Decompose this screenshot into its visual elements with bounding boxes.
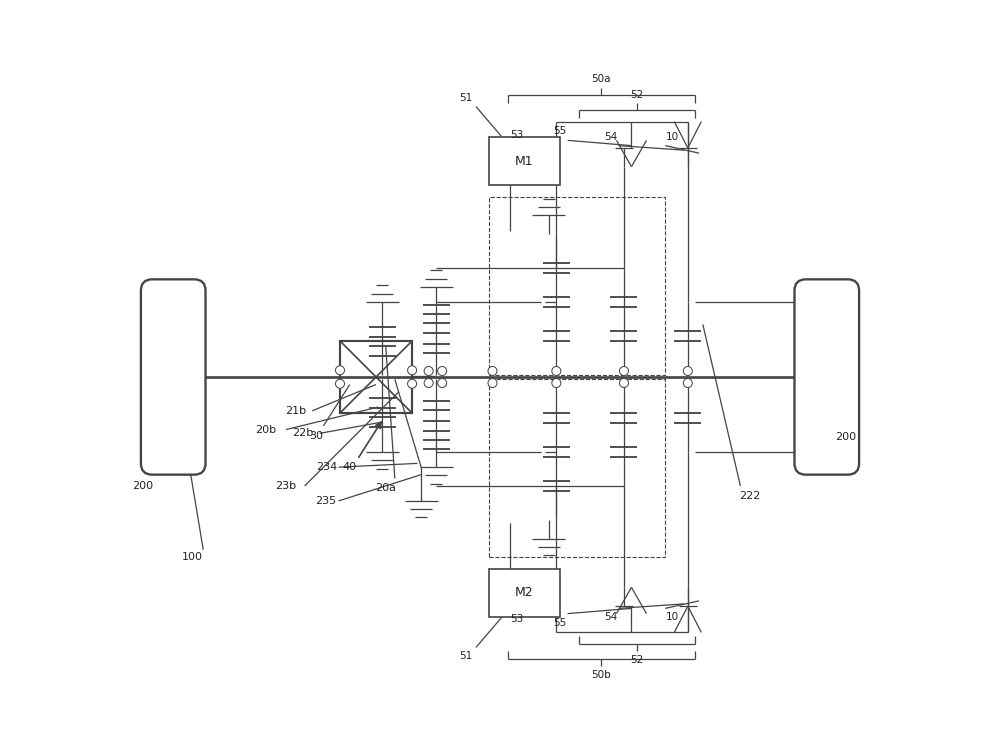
Text: M1: M1 [515,155,534,167]
Text: 100: 100 [181,552,202,562]
Text: 52: 52 [630,90,644,100]
FancyBboxPatch shape [794,279,859,475]
Text: 50a: 50a [592,74,611,84]
FancyBboxPatch shape [141,279,206,475]
Text: 235: 235 [315,496,336,506]
Text: 50b: 50b [592,670,611,680]
Circle shape [438,366,447,375]
Text: 200: 200 [835,432,856,442]
Circle shape [619,366,628,375]
Text: 200: 200 [133,481,154,491]
Bar [340,341,412,413]
Text: M2: M2 [515,587,534,599]
Text: 55: 55 [553,618,567,628]
Text: 10: 10 [666,612,679,622]
Circle shape [424,366,433,375]
Text: 222: 222 [739,491,760,501]
Circle shape [683,379,692,388]
Text: 234: 234 [317,462,338,472]
Circle shape [552,379,561,388]
Circle shape [619,379,628,388]
Text: 21b: 21b [285,406,306,415]
Circle shape [438,379,447,388]
Text: 51: 51 [460,93,473,103]
Text: 52: 52 [630,655,644,665]
Text: 53: 53 [510,130,523,140]
Bar [489,379,665,557]
Circle shape [335,366,344,375]
Text: 20a: 20a [375,483,396,493]
Text: 22b: 22b [293,428,314,438]
Text: 20b: 20b [255,425,276,434]
Text: 55: 55 [553,126,567,136]
Text: 51: 51 [460,651,473,661]
Circle shape [408,379,417,388]
Bar [489,197,665,375]
Bar [489,569,560,618]
Text: 23b: 23b [275,481,296,491]
Circle shape [488,366,497,375]
Text: 10: 10 [666,132,679,142]
Text: 54: 54 [605,132,618,142]
Circle shape [424,379,433,388]
Circle shape [488,379,497,388]
Circle shape [408,366,417,375]
Circle shape [552,366,561,375]
Text: 30: 30 [309,431,323,440]
Circle shape [335,379,344,388]
Bar [489,136,560,185]
Text: 40: 40 [343,462,357,472]
Text: 54: 54 [605,612,618,622]
Text: 53: 53 [510,614,523,624]
Circle shape [683,366,692,375]
